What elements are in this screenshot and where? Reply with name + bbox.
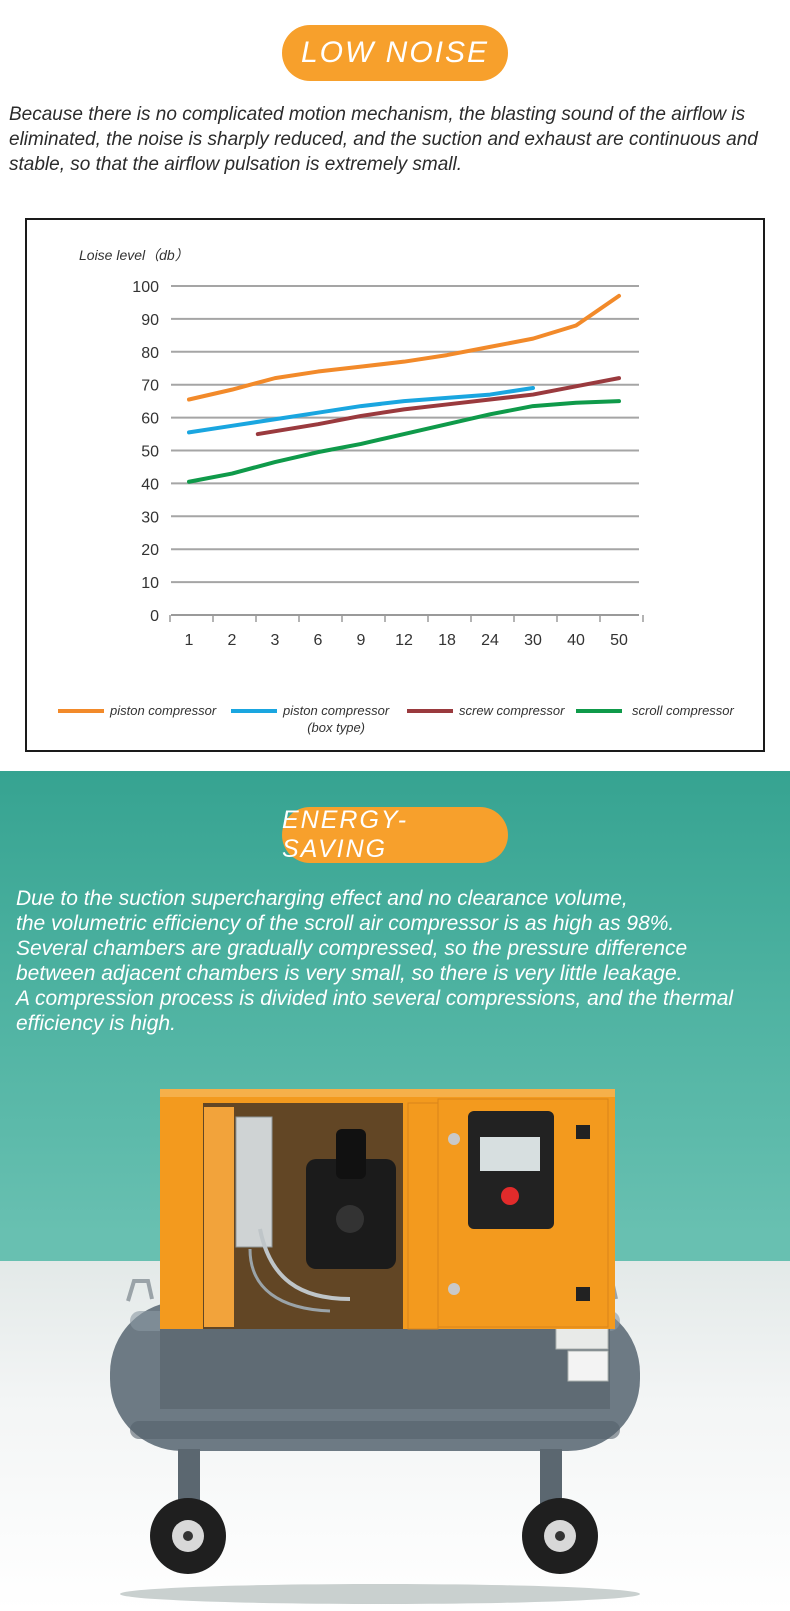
chart-canvas: Loise level（db） 0 10 20 30 40 50 60 70 80 90 100 1… [79, 247, 644, 649]
wheel-assembly [150, 1449, 598, 1574]
x-tick-label: 40 [567, 632, 585, 649]
y-tick-label: 60 [141, 411, 159, 428]
chart-grid [169, 285, 644, 622]
y-tick-label: 10 [141, 575, 159, 592]
description-line: efficiency is high. [16, 1012, 176, 1035]
x-tick-label: 24 [481, 632, 499, 649]
x-tick-label: 18 [438, 632, 456, 649]
y-tick-labels: 0 10 20 30 40 50 60 70 80 90 100 [132, 279, 159, 625]
legend-label: piston compressor [110, 703, 217, 718]
legend-swatch [58, 709, 104, 713]
x-tick-labels: 1 2 3 6 9 12 18 24 30 40 50 [185, 632, 628, 649]
energy-saving-badge: ENERGY-SAVING [282, 806, 508, 863]
x-tick-label: 50 [610, 632, 628, 649]
description-line: Due to the suction supercharging effect … [16, 887, 628, 910]
chart-legend: piston compressor piston compressor (box… [58, 702, 785, 742]
air-compressor-image [110, 1089, 640, 1604]
low-noise-description: Because there is no complicated motion m… [9, 104, 758, 175]
y-tick-label: 40 [141, 476, 159, 493]
y-axis-label: Loise level（db） [79, 247, 189, 263]
x-tick-label: 6 [314, 632, 323, 649]
y-tick-label: 80 [141, 345, 159, 362]
series-line [255, 376, 621, 437]
x-tick-label: 12 [395, 632, 413, 649]
series-line [187, 385, 535, 435]
chart-series-lines [187, 293, 621, 484]
legend-label: scroll compressor [632, 703, 734, 718]
low-noise-badge: LOW NOISE [282, 25, 508, 81]
x-tick-label: 3 [271, 632, 280, 649]
legend-swatch [407, 709, 453, 713]
energy-saving-section: ENERGY-SAVING Due to the suction superch… [0, 771, 790, 1611]
y-tick-label: 100 [132, 279, 159, 296]
legend-label-line1: piston compressor [283, 703, 390, 718]
legend-label: screw compressor [459, 703, 565, 718]
description-line: Several chambers are gradually compresse… [16, 937, 688, 960]
y-tick-label: 30 [141, 509, 159, 526]
x-tick-label: 30 [524, 632, 542, 649]
x-tick-label: 9 [357, 632, 366, 649]
legend-label: piston compressor (box type) [283, 702, 389, 736]
y-tick-label: 50 [141, 444, 159, 461]
series-line [187, 293, 621, 402]
y-tick-label: 0 [150, 608, 159, 625]
compressor-cabinet [160, 1089, 615, 1330]
description-line: the volumetric efficiency of the scroll … [16, 912, 675, 935]
legend-swatch [231, 709, 277, 713]
energy-saving-description: Due to the suction supercharging effect … [16, 886, 786, 1036]
y-tick-label: 90 [141, 312, 159, 329]
noise-level-chart: Loise level（db） 0 10 20 30 40 50 60 70 80 90 100 1… [25, 218, 765, 752]
legend-item-screw: screw compressor [407, 702, 564, 719]
shadow [120, 1584, 640, 1604]
description-line: between adjacent chambers is very small,… [16, 962, 683, 985]
legend-item-piston: piston compressor [58, 702, 216, 719]
y-tick-label: 20 [141, 542, 159, 559]
x-tick-label: 1 [185, 632, 194, 649]
series-line [187, 399, 621, 484]
low-noise-section: LOW NOISE Because there is no complicate… [0, 0, 790, 771]
x-tick-label: 2 [228, 632, 237, 649]
legend-label-line2: (box type) [307, 720, 366, 735]
legend-item-scroll: scroll compressor [576, 702, 734, 719]
legend-swatch [576, 709, 622, 713]
y-tick-label: 70 [141, 378, 159, 395]
description-line: A compression process is divided into se… [16, 987, 734, 1010]
legend-item-piston-box: piston compressor (box type) [231, 702, 389, 736]
